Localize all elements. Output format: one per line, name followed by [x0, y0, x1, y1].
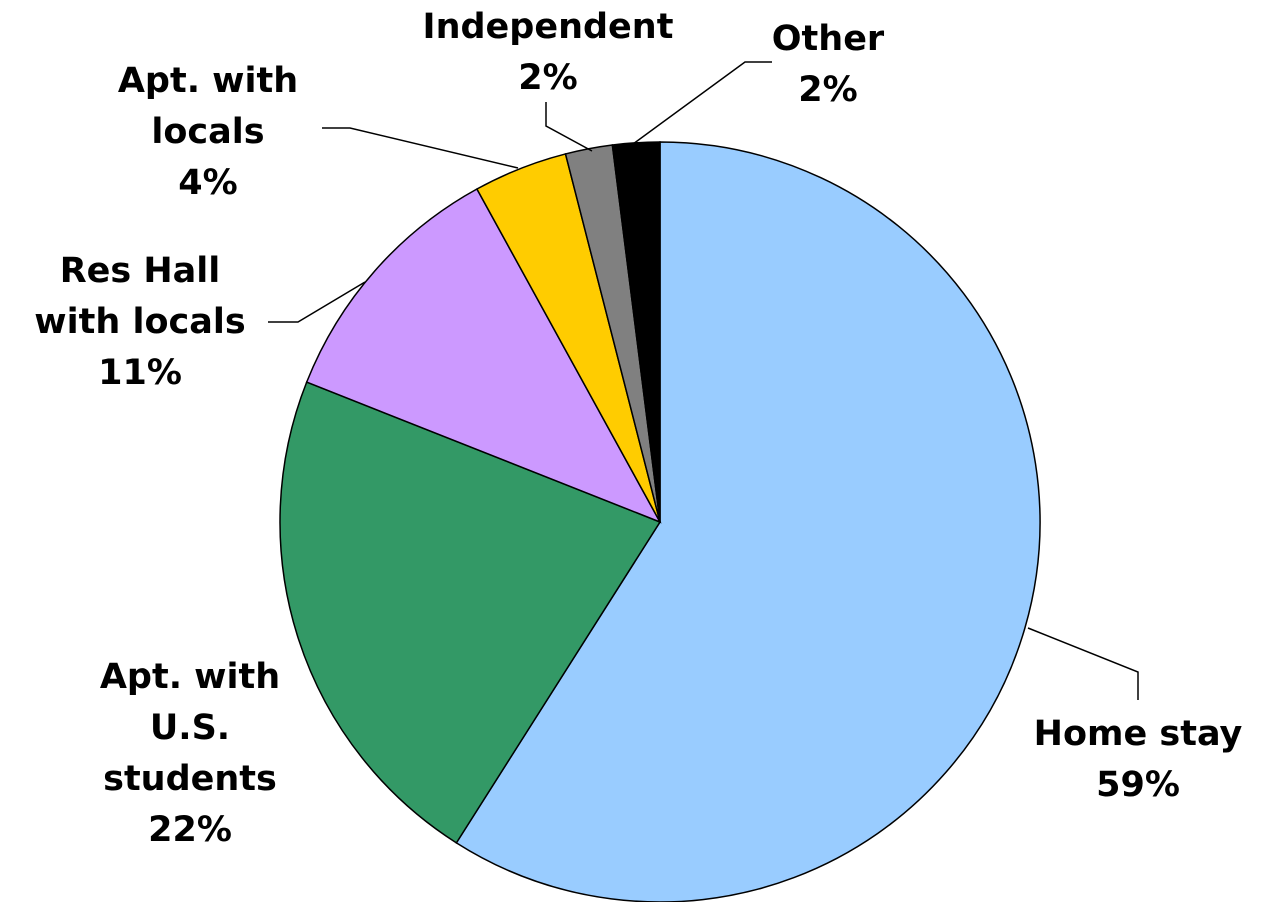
slice-label: Home stay: [1034, 714, 1243, 754]
value-label: 11%: [98, 353, 182, 393]
value-label: 2%: [518, 58, 577, 98]
value-label: 4%: [178, 163, 237, 203]
slice-label: Res Hall with locals: [34, 251, 245, 342]
value-label: 59%: [1096, 765, 1180, 805]
pie-slice: [279, 381, 662, 844]
pie-slice: [611, 141, 661, 523]
slice-label: Other: [772, 19, 885, 59]
leader-line: [632, 61, 772, 145]
value-label: 22%: [148, 810, 232, 850]
slice-label: Independent: [423, 7, 674, 47]
leader-line: [322, 127, 519, 169]
leader-line: [545, 102, 593, 152]
value-label: 2%: [798, 70, 857, 110]
pie-slice: [305, 187, 662, 524]
slice-label: Apt. with locals: [118, 61, 298, 152]
slice-label: Apt. with U.S. students: [100, 657, 280, 799]
leader-line: [268, 281, 366, 323]
leader-line: [1027, 627, 1139, 700]
